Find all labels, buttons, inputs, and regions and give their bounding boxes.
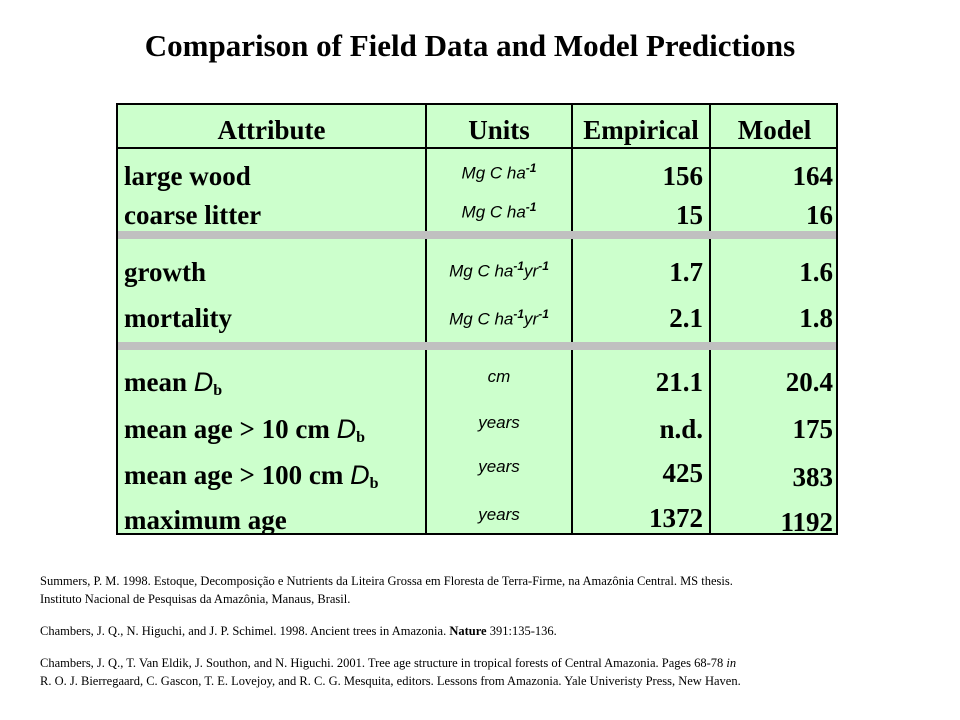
row-model: 1192: [780, 507, 833, 537]
row-attribute: coarse litter: [124, 200, 262, 230]
row-unit: years: [478, 457, 520, 476]
row-empirical: 2.1: [669, 303, 703, 333]
header-model: Model: [737, 115, 812, 145]
page-title: Comparison of Field Data and Model Predi…: [144, 28, 796, 63]
row-empirical: 1372: [649, 503, 703, 533]
row-attribute: mean age > 100 cm Db: [124, 460, 379, 492]
row-empirical: 15: [676, 200, 703, 230]
row-model: 1.8: [799, 303, 833, 333]
row-empirical: n.d.: [659, 414, 703, 444]
header-border: [118, 147, 836, 149]
group-separator: [118, 342, 836, 350]
row-model: 16: [806, 200, 833, 230]
row-model: 1.6: [799, 257, 833, 287]
row-attribute: mean age > 10 cm Db: [124, 414, 365, 446]
row-attribute: growth: [124, 257, 207, 287]
header-units: Units: [468, 115, 530, 145]
header-attribute: Attribute: [217, 115, 326, 145]
row-attribute: mean Db: [124, 367, 223, 399]
column-divider: [425, 105, 427, 533]
row-model: 20.4: [785, 367, 833, 397]
row-model: 175: [792, 414, 834, 444]
column-divider: [709, 105, 711, 533]
row-model: 383: [792, 462, 834, 492]
references: Summers, P. M. 1998. Estoque, Decomposiç…: [40, 572, 955, 704]
row-empirical: 425: [662, 458, 704, 488]
row-empirical: 1.7: [669, 257, 703, 287]
group-separator: [118, 231, 836, 239]
row-unit: cm: [487, 367, 511, 386]
reference-chambers-2001: Chambers, J. Q., T. Van Eldik, J. Southo…: [40, 656, 741, 688]
reference-summers: Summers, P. M. 1998. Estoque, Decomposiç…: [40, 574, 733, 606]
row-unit: Mg C ha-1yr-1: [449, 259, 549, 281]
reference-chambers-1998: Chambers, J. Q., N. Higuchi, and J. P. S…: [40, 624, 557, 638]
row-unit: Mg C ha-1: [461, 200, 537, 222]
column-divider: [571, 105, 573, 533]
header-empirical: Empirical: [583, 115, 699, 145]
row-attribute: large wood: [124, 161, 251, 191]
row-unit: years: [478, 505, 520, 524]
row-attribute: maximum age: [124, 505, 287, 535]
row-attribute: mortality: [124, 303, 232, 333]
row-unit: Mg C ha-1yr-1: [449, 307, 549, 329]
row-empirical: 21.1: [655, 367, 703, 397]
row-empirical: 156: [662, 161, 704, 191]
row-model: 164: [792, 161, 834, 191]
comparison-table: Attribute Units Empirical Model large wo…: [116, 103, 838, 537]
row-unit: Mg C ha-1: [461, 161, 537, 183]
row-unit: years: [478, 413, 520, 432]
